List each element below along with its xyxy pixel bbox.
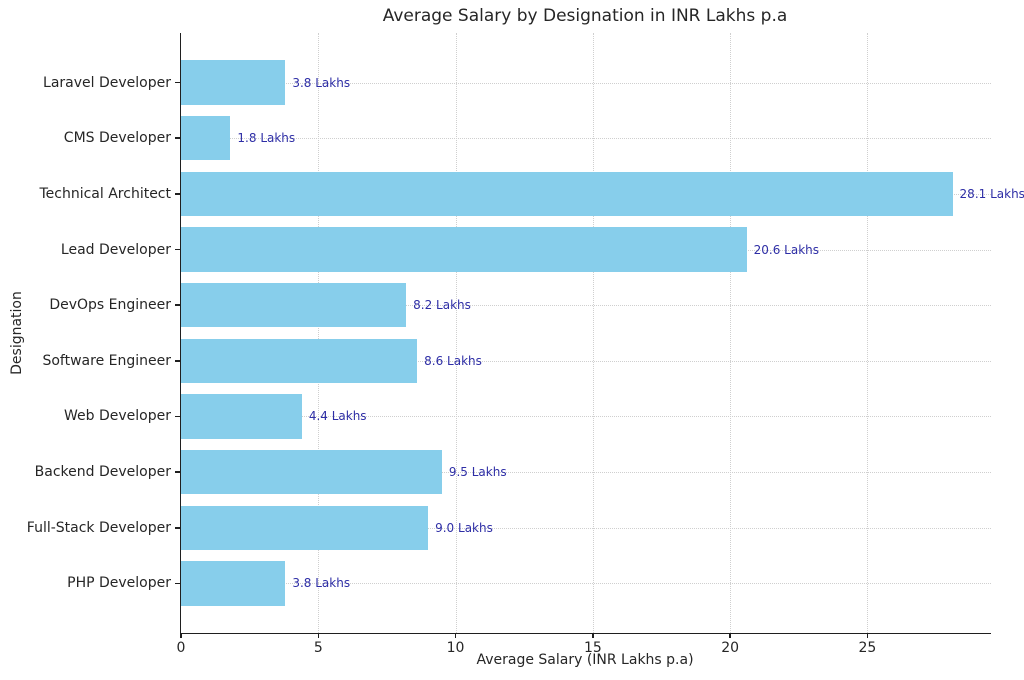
x-axis-tick — [454, 633, 457, 638]
y-gridline — [181, 138, 991, 140]
y-axis-tick — [175, 193, 180, 195]
bar — [181, 115, 231, 161]
x-axis-tick — [592, 633, 594, 638]
x-tick-label: 20 — [721, 640, 740, 656]
category-label: Full-Stack Developer — [26, 519, 171, 536]
bar-value-label: 3.8 Lakhs — [292, 576, 351, 591]
x-tick-label: 10 — [446, 640, 465, 656]
x-axis-tick — [866, 633, 869, 638]
category-label: DevOps Engineer — [49, 297, 171, 314]
y-gridline — [181, 472, 991, 474]
x-gridline — [455, 33, 457, 633]
y-gridline — [181, 360, 991, 362]
category-label: PHP Developer — [67, 575, 171, 592]
bar — [181, 449, 442, 495]
y-gridline — [181, 416, 991, 418]
y-axis-tick — [175, 471, 180, 473]
bar-value-label: 8.6 Lakhs — [424, 353, 482, 368]
x-axis-tick — [180, 633, 182, 638]
category-label: CMS Developer — [63, 130, 171, 147]
chart-title: Average Salary by Designation in INR Lak… — [382, 6, 788, 26]
bar-value-label: 3.8 Lakhs — [292, 75, 351, 90]
y-axis-tick — [175, 137, 180, 139]
bar — [181, 561, 286, 606]
x-tick-label: 5 — [313, 640, 323, 656]
plot-area: 0 5 10 15 20 25 3.8 Lakhs Laravel Developer 1.8 … — [27, 33, 1024, 656]
x-tick-label: 25 — [858, 640, 877, 656]
category-label: Web Developer — [64, 408, 171, 425]
bar — [181, 227, 747, 272]
x-axis-tick — [317, 633, 319, 638]
x-gridline — [730, 33, 732, 633]
x-gridline — [318, 33, 320, 633]
bar-value-label: 20.6 Lakhs — [753, 242, 820, 257]
x-axis-tick — [729, 633, 731, 638]
y-gridline — [181, 82, 991, 84]
y-axis-tick — [175, 415, 180, 418]
category-label: Technical Architect — [39, 185, 171, 202]
x-tick-label: 15 — [583, 640, 602, 656]
bar — [181, 338, 418, 384]
x-gridline — [867, 33, 869, 633]
y-gridline — [181, 583, 991, 585]
category-label: Laravel Developer — [43, 74, 171, 91]
category-label: Lead Developer — [60, 241, 171, 258]
bar — [181, 505, 429, 551]
y-axis-tick — [175, 527, 180, 529]
y-gridline — [181, 305, 991, 307]
category-label: Software Engineer — [42, 352, 171, 369]
bar-value-label: 8.2 Lakhs — [413, 298, 471, 313]
y-axis-tick — [175, 248, 180, 251]
bar-value-label: 9.5 Lakhs — [448, 465, 507, 480]
y-gridline — [181, 527, 991, 529]
bar-value-label: 9.0 Lakhs — [435, 520, 493, 535]
bar-value-label: 28.1 Lakhs — [959, 186, 1024, 201]
y-axis-tick — [175, 304, 180, 306]
y-axis-tick — [175, 81, 180, 84]
bar — [181, 394, 302, 439]
bar — [181, 282, 407, 328]
x-axis-label: Average Salary (INR Lakhs p.a) — [476, 652, 694, 668]
category-label: Backend Developer — [34, 464, 171, 481]
bar — [181, 60, 286, 105]
x-tick-label: 0 — [176, 640, 186, 656]
x-gridline — [592, 33, 594, 633]
bar — [181, 171, 953, 217]
y-axis-tick — [175, 582, 180, 585]
y-axis-tick — [175, 360, 180, 362]
bar-value-label: 4.4 Lakhs — [308, 409, 367, 424]
bar-value-label: 1.8 Lakhs — [237, 131, 296, 146]
